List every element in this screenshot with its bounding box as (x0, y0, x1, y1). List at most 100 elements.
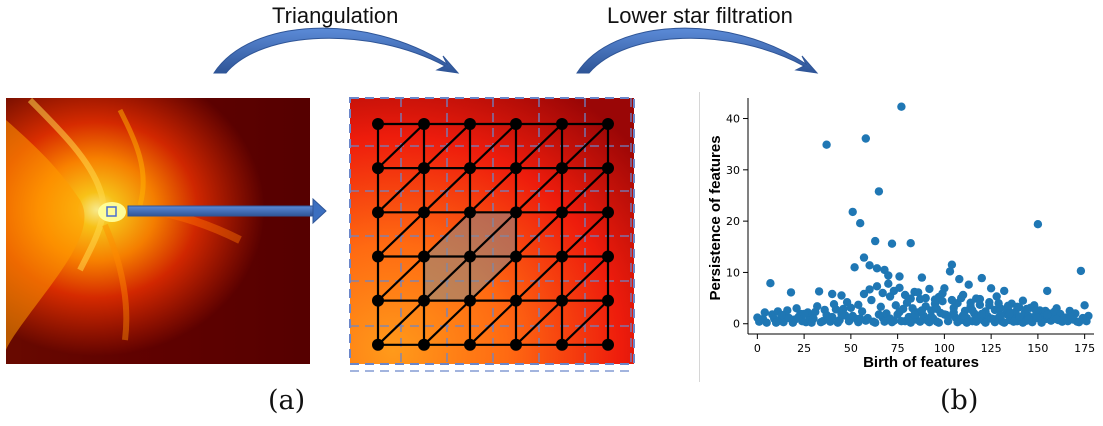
y-tick-label: 20 (726, 215, 740, 228)
scatter-point (1009, 317, 1018, 326)
scatter-point (895, 272, 904, 281)
triangulation-arrow (213, 27, 460, 74)
scatter-point (1033, 220, 1043, 229)
lattice-vertex (510, 206, 522, 219)
persistence-scatter-plot: 0 25 50 75 100 125 150 175 0 10 20 30 40 Birth of f… (707, 98, 1095, 371)
lattice-vertex (418, 250, 430, 263)
lattice-vertex (464, 338, 476, 351)
scatter-point (1024, 314, 1033, 324)
scatter-point (986, 284, 996, 293)
scatter-point (921, 293, 930, 303)
scatter-point (766, 279, 775, 288)
scatter-point (938, 289, 947, 298)
x-tick-label: 175 (1074, 342, 1095, 355)
scatter-point (910, 310, 919, 319)
scatter-point (846, 303, 856, 312)
scatter-point (977, 309, 986, 319)
lattice-diagonal (561, 255, 609, 302)
lattice-vertex (418, 338, 430, 351)
lattice-vertex (418, 294, 430, 307)
scatter-point (837, 309, 846, 319)
scatter-point (932, 304, 942, 314)
lattice-vertex (556, 206, 568, 219)
filtration-arrow (576, 27, 819, 74)
lattice-diagonal (423, 123, 471, 169)
scatter-point (762, 318, 771, 327)
scatter-point (1043, 310, 1052, 320)
lattice-vertex (602, 338, 614, 351)
zoomed-patch (349, 97, 635, 372)
panel-label-a: (a) (268, 385, 306, 416)
lattice-diagonal (515, 299, 563, 346)
scatter-point (1078, 313, 1088, 323)
scatter-point (895, 307, 904, 317)
scatter-point (1052, 314, 1061, 324)
lattice-vertex (556, 250, 568, 263)
lattice-vertex (372, 250, 384, 263)
scatter-point (927, 312, 936, 321)
lattice-diagonal (423, 211, 471, 258)
scatter-point (968, 306, 977, 315)
scatter-point (992, 292, 1001, 301)
scatter-point (871, 318, 880, 327)
scatter-point (848, 311, 857, 321)
scatter-point (861, 134, 870, 143)
scatter-point (947, 295, 957, 305)
x-tick-label: 0 (754, 342, 761, 355)
scatter-point (837, 291, 846, 300)
lattice-vertex (510, 250, 522, 263)
scatter-point (985, 301, 994, 310)
y-tick-label: 30 (726, 164, 740, 177)
scatter-point (1076, 266, 1086, 276)
scatter-point (865, 261, 874, 270)
scatter-point (878, 288, 887, 298)
scatter-point (884, 271, 893, 280)
y-tick-label: 0 (733, 318, 740, 331)
scatter-point (856, 314, 865, 323)
lattice-vertex (602, 294, 614, 307)
scatter-point (917, 306, 927, 315)
x-tick-label: 125 (981, 342, 1002, 355)
scatter-point (833, 318, 842, 327)
scatter-point (947, 260, 957, 269)
scatter-point (859, 253, 869, 262)
lattice-vertex (464, 294, 476, 307)
scatter-point (1013, 302, 1022, 311)
scatter-point (1015, 312, 1024, 321)
x-tick-label: 150 (1027, 342, 1048, 355)
lattice-diagonal (561, 299, 609, 346)
lattice-vertex (372, 118, 384, 130)
scatter-point (1043, 286, 1052, 296)
y-tick-label: 10 (726, 266, 740, 279)
scatter-point (822, 140, 831, 149)
scatter-point (786, 288, 796, 297)
scatter-point (809, 314, 818, 323)
lattice-diagonal (377, 167, 425, 214)
y-axis-label: Persistence of features (707, 135, 724, 300)
x-tick-label: 25 (797, 342, 811, 355)
scatter-point (872, 264, 882, 273)
scatter-point (972, 317, 981, 326)
panel-label-b: (b) (940, 385, 979, 416)
scatter-point (1033, 313, 1043, 323)
scatter-point (874, 310, 884, 319)
scatter-point (925, 284, 934, 294)
scatter-point (1003, 301, 1013, 310)
lattice-vertex (556, 118, 568, 130)
scatter-point (777, 310, 786, 320)
lattice-vertex (556, 294, 568, 307)
x-tick-label: 75 (891, 342, 905, 355)
lattice-vertex (602, 250, 614, 263)
scatter-point (859, 289, 869, 299)
step-label-triangulation: Triangulation (272, 3, 399, 28)
step-label-lower-star-filtration: Lower star filtration (607, 3, 793, 28)
scatter-point (1000, 286, 1009, 296)
scatter-point (906, 318, 915, 327)
x-axis-label: Birth of features (863, 354, 979, 371)
lattice-diagonal (561, 211, 609, 258)
scatter-point (885, 314, 895, 323)
scatter-point (957, 293, 966, 303)
lattice-diagonal (469, 299, 517, 346)
lattice-vertex (464, 250, 476, 263)
scatter-point (783, 306, 792, 315)
